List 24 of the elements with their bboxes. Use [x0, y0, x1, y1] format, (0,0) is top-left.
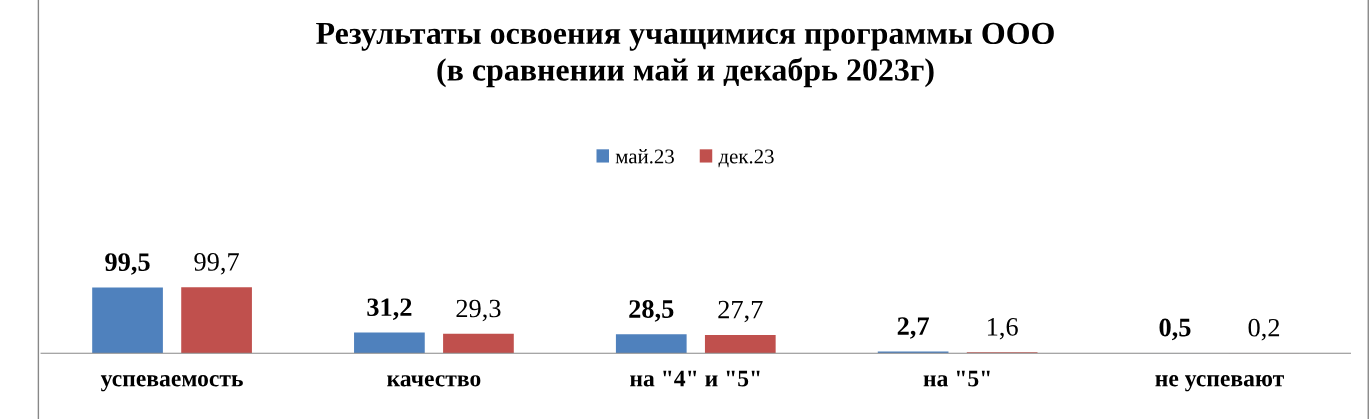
bar: [354, 332, 425, 354]
legend-label: дек.23: [718, 149, 774, 168]
x-tick-label: качество: [387, 375, 481, 387]
data-label: 0,5: [1159, 318, 1191, 341]
bar: [181, 287, 252, 354]
data-label: 0,2: [1248, 318, 1280, 341]
bar: [704, 334, 776, 354]
x-tick-label: не успевают: [1155, 375, 1284, 392]
data-label: 28,5: [629, 300, 674, 322]
data-label: 29,3: [456, 299, 501, 322]
data-label: 99,5: [105, 253, 150, 275]
bar: [92, 287, 163, 354]
bar: [443, 333, 514, 354]
data-label: 31,2: [367, 298, 412, 320]
chart-title: Результаты освоения учащимися программы ООО (в сравнении май и декабрь 2023г): [316, 22, 1054, 88]
x-tick-label: на "5": [923, 370, 990, 387]
data-label: 2,7: [897, 317, 929, 339]
data-label: 27,7: [718, 300, 763, 323]
x-tick-label: успеваемость: [100, 375, 243, 392]
x-tick-label: на "4" и "5": [630, 370, 760, 387]
data-label: 1,6: [987, 317, 1018, 340]
legend-label: май.23: [615, 149, 674, 164]
bar: [615, 334, 687, 354]
data-label: 99,7: [194, 253, 239, 275]
